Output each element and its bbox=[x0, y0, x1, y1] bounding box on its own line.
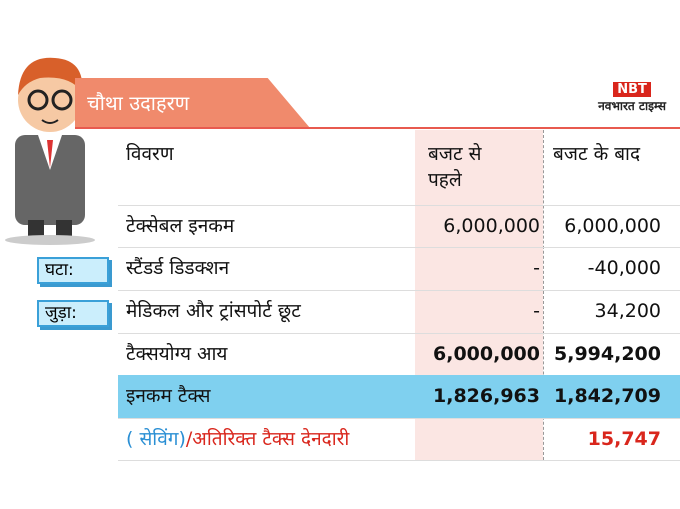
logo-mark: NBT bbox=[613, 82, 651, 97]
label-part: ( सेविंग) bbox=[126, 428, 186, 450]
after-value: 1,842,709 bbox=[554, 385, 661, 407]
logo: NBT नवभारत टाइम्स bbox=[598, 78, 666, 114]
label-part: /अतिरिक्त टैक्स देनदारी bbox=[185, 428, 350, 450]
column-header: विवरण bbox=[126, 143, 174, 165]
rule bbox=[75, 127, 680, 129]
after-value: 34,200 bbox=[594, 300, 661, 322]
row-label: मेडिकल और ट्रांसपोर्ट छूट bbox=[126, 300, 301, 322]
table-row: टैक्सयोग्य आय 6,000,000 5,994,200 bbox=[118, 333, 680, 376]
row-tag: जुड़ा: bbox=[37, 300, 109, 327]
table-row: ( सेविंग)/अतिरिक्त टैक्स देनदारी 15,747 bbox=[118, 418, 680, 461]
column-divider bbox=[543, 130, 544, 460]
column-header: बजट से पहले bbox=[428, 143, 482, 191]
table-row: टेक्सेबल इनकम 6,000,000 6,000,000 bbox=[118, 205, 680, 248]
cartoon bbox=[5, 57, 95, 245]
row-label: स्टैंडर्ड डिडक्शन bbox=[126, 257, 230, 279]
row-label: इनकम टैक्स bbox=[126, 385, 211, 407]
logo-name: नवभारत टाइम्स bbox=[598, 99, 666, 113]
after-value: 5,994,200 bbox=[554, 343, 661, 365]
row-label: टैक्सयोग्य आय bbox=[126, 343, 228, 365]
before-value: - bbox=[533, 257, 540, 279]
before-value: 6,000,000 bbox=[443, 215, 540, 237]
row-label: ( सेविंग)/अतिरिक्त टैक्स देनदारी bbox=[126, 418, 349, 460]
after-value: -40,000 bbox=[587, 257, 661, 279]
title-banner: चौथा उदाहरण bbox=[75, 78, 310, 128]
after-value: 6,000,000 bbox=[564, 215, 661, 237]
row-label: टेक्सेबल इनकम bbox=[126, 215, 235, 237]
before-value: 1,826,963 bbox=[433, 385, 540, 407]
table-row: स्टैंडर्ड डिडक्शन - -40,000 bbox=[118, 247, 680, 291]
before-value: - bbox=[533, 300, 540, 322]
row-tag: घटा: bbox=[37, 257, 109, 284]
after-value: 15,747 bbox=[587, 428, 661, 450]
header-row: विवरण बजट से पहले बजट के बाद bbox=[118, 130, 680, 206]
table-row: इनकम टैक्स 1,826,963 1,842,709 bbox=[118, 375, 680, 419]
table-row: मेडिकल और ट्रांसपोर्ट छूट - 34,200 bbox=[118, 290, 680, 334]
before-value: 6,000,000 bbox=[433, 343, 540, 365]
column-header: बजट के बाद bbox=[553, 143, 641, 165]
